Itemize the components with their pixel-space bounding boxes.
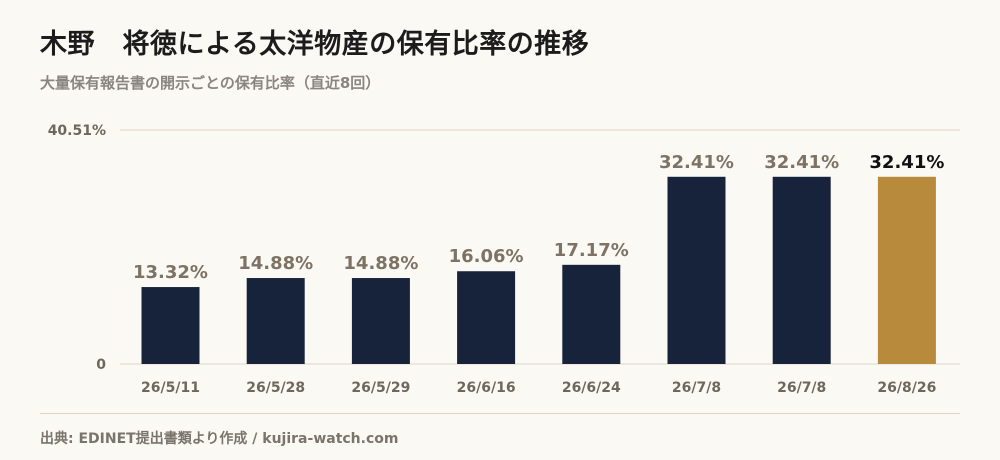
- x-tick-label: 26/5/29: [351, 380, 410, 396]
- x-tick-label: 26/8/26: [877, 380, 936, 396]
- chart-subtitle: 大量保有報告書の開示ごとの保有比率（直近8回）: [40, 74, 381, 92]
- bar-value-label: 17.17%: [554, 240, 629, 261]
- bar: [772, 176, 831, 364]
- bar-value-label: 14.88%: [238, 253, 313, 274]
- chart-title: 木野 将徳による太洋物産の保有比率の推移: [40, 29, 590, 60]
- bar-value-label: 13.32%: [133, 262, 208, 283]
- y-tick-label-zero: 0: [96, 357, 106, 373]
- bar: [457, 271, 516, 364]
- bar-value-label: 32.41%: [869, 152, 944, 173]
- bar: [351, 278, 410, 364]
- bar-value-label: 32.41%: [659, 152, 734, 173]
- y-tick-label-max: 40.51%: [48, 123, 106, 139]
- x-tick-label: 26/5/11: [141, 380, 200, 396]
- bar: [877, 176, 936, 364]
- bar-value-label: 16.06%: [449, 246, 524, 267]
- x-tick-label: 26/6/16: [457, 380, 516, 396]
- bar: [246, 278, 305, 364]
- source-note: 出典: EDINET提出書類より作成 / kujira-watch.com: [40, 431, 399, 447]
- bar: [141, 287, 200, 364]
- bar-value-label: 14.88%: [343, 253, 418, 274]
- bar: [667, 176, 726, 364]
- footer-divider: [40, 413, 960, 414]
- x-tick-label: 26/7/8: [777, 380, 826, 396]
- x-tick-label: 26/6/24: [562, 380, 621, 396]
- bar: [562, 264, 621, 364]
- x-tick-label: 26/7/8: [672, 380, 721, 396]
- bar-value-label: 32.41%: [764, 152, 839, 173]
- x-tick-label: 26/5/28: [246, 380, 305, 396]
